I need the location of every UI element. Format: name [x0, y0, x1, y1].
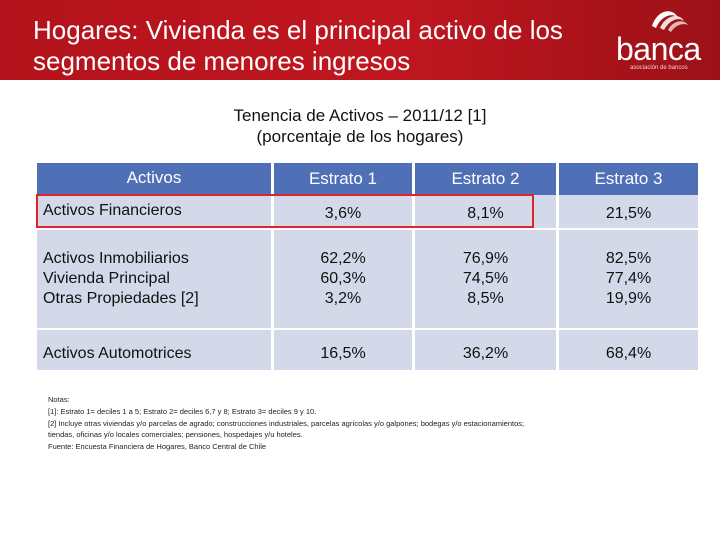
table-title-line-2: (porcentaje de los hogares)	[256, 127, 464, 146]
cell-vivienda-estrato-1: 60,3%	[320, 270, 366, 287]
column-header-activos: Activos	[37, 163, 271, 195]
cell-financieros-estrato-1: 3,6%	[324, 205, 362, 222]
column-divider	[556, 163, 559, 370]
row-label-otras-propiedades: Otras Propiedades [2]	[43, 290, 199, 307]
table-title: Tenencia de Activos – 2011/12 [1] (porce…	[0, 105, 720, 147]
cell-inmobiliarios-estrato-2: 76,9%	[462, 250, 509, 267]
cell-inmobiliarios-estrato-3: 82,5%	[605, 250, 652, 267]
row-divider	[37, 328, 698, 330]
cells-inmobiliarios-estrato-1: 62,2% 60,3% 3,2%	[274, 249, 412, 309]
cell-vivienda-estrato-2: 74,5%	[462, 270, 509, 287]
row-label-activos-automotrices: Activos Automotrices	[43, 345, 192, 362]
cell-otras-estrato-1: 3,2%	[324, 290, 362, 307]
note-line: [1]: Estrato 1= deciles 1 a 5; Estrato 2…	[48, 406, 317, 416]
slide-title: Hogares: Vivienda es el principal activo…	[33, 15, 563, 76]
cell-otras-estrato-2: 8,5%	[467, 290, 504, 307]
note-line: tiendas, oficinas y/o locales comerciale…	[48, 430, 303, 440]
table-title-line-1: Tenencia de Activos – 2011/12 [1]	[233, 106, 487, 125]
column-header-estrato-1: Estrato 1	[274, 163, 412, 195]
cell-automotrices-estrato-3: 68,4%	[605, 345, 652, 362]
note-source: Fuente: Encuesta Financiera de Hogares, …	[48, 442, 267, 452]
footnotes: Notas: [1]: Estrato 1= deciles 1 a 5; Es…	[48, 394, 678, 453]
header-banner: Hogares: Vivienda es el principal activo…	[0, 0, 720, 80]
column-header-estrato-3: Estrato 3	[559, 163, 698, 195]
row-label-vivienda-principal: Vivienda Principal	[43, 270, 170, 287]
cell-automotrices-estrato-1: 16,5%	[320, 345, 366, 362]
highlight-box	[36, 194, 534, 228]
cell-otras-estrato-3: 19,9%	[605, 290, 652, 307]
column-divider	[271, 163, 274, 370]
note-line: Notas:	[48, 395, 70, 404]
logo-wordmark: banca	[616, 31, 701, 67]
cells-inmobiliarios-estrato-2: 76,9% 74,5% 8,5%	[415, 249, 556, 309]
row-label-activos-financieros: Activos Financieros	[43, 202, 182, 219]
cell-inmobiliarios-estrato-1: 62,2%	[320, 250, 366, 267]
cell-financieros-estrato-3: 21,5%	[605, 205, 652, 222]
logo-subtitle: asociación de bancos	[630, 65, 688, 71]
cells-inmobiliarios-estrato-3: 82,5% 77,4% 19,9%	[559, 249, 698, 309]
column-header-estrato-2: Estrato 2	[415, 163, 556, 195]
row-labels-activos-inmobiliarios: Activos Inmobiliarios Vivienda Principal…	[43, 249, 269, 309]
column-divider	[412, 163, 415, 370]
note-line: [2] Incluye otras viviendas y/o parcelas…	[48, 418, 525, 428]
logo-swirl-icon	[652, 11, 688, 32]
banca-logo: banca asociación de bancos	[604, 4, 716, 76]
cell-financieros-estrato-2: 8,1%	[467, 205, 504, 222]
row-label-activos-inmobiliarios: Activos Inmobiliarios	[43, 250, 189, 267]
cell-automotrices-estrato-2: 36,2%	[462, 345, 509, 362]
row-divider	[37, 228, 698, 230]
cell-vivienda-estrato-3: 77,4%	[605, 270, 652, 287]
assets-table: Activos Estrato 1 Estrato 2 Estrato 3 Ac…	[37, 163, 698, 370]
